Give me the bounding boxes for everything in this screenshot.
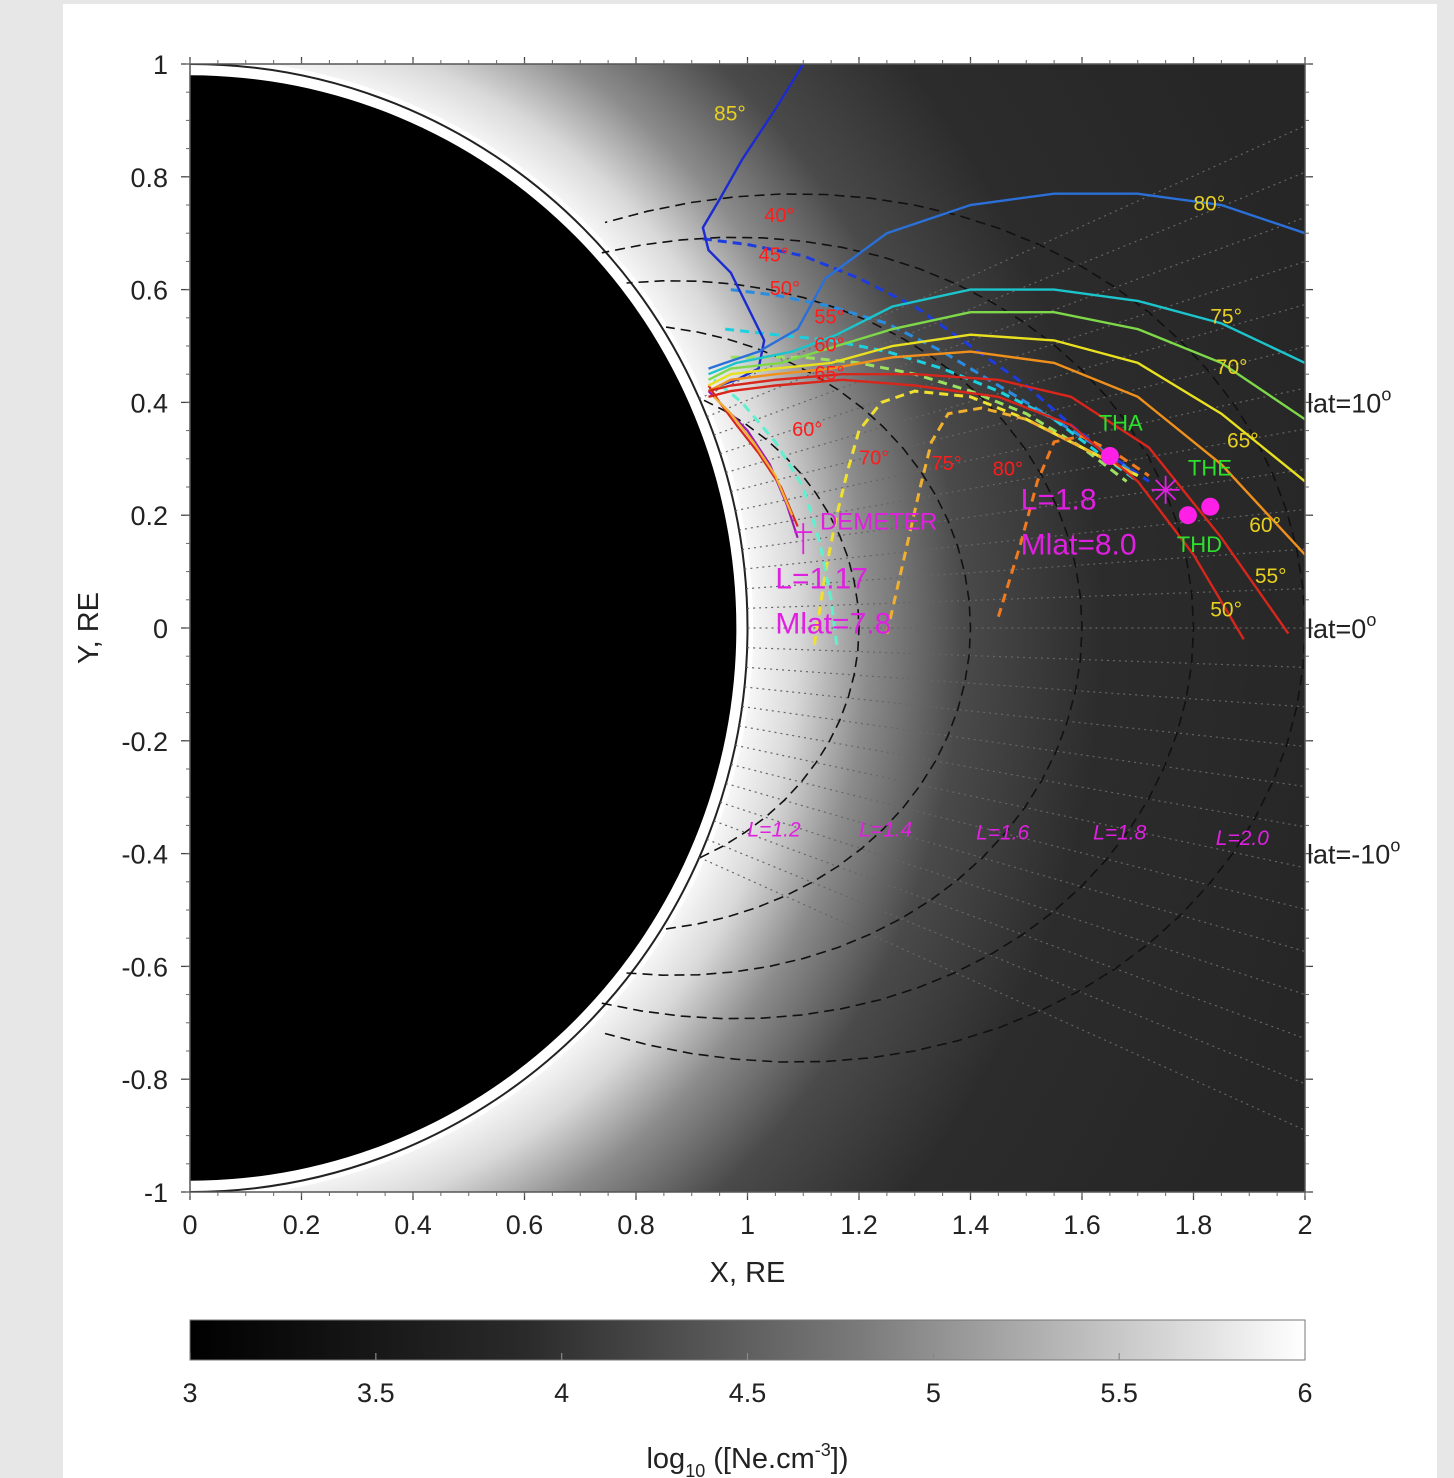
latitude-grid-line	[699, 125, 1305, 400]
l-shell-label: L=2.0	[1216, 827, 1269, 850]
l-shell-line	[601, 236, 1195, 1020]
colorbar-tick-label: 3.5	[357, 1378, 395, 1408]
x-tick-label: 0	[182, 1210, 197, 1240]
red-angle-label: 65°	[814, 363, 844, 385]
spacecraft-marker	[1201, 497, 1220, 516]
colorbar-label: log10 ([Ne.cm-3])	[646, 1440, 848, 1478]
latitude-label: lat=10o	[1307, 384, 1391, 418]
annotation-text: DEMETER	[820, 508, 937, 535]
x-tick-label: 0.2	[283, 1210, 321, 1240]
annotation-text: L=1.8	[1021, 484, 1097, 517]
y-tick-label: -1	[144, 1178, 168, 1208]
ray-angle-label: 80°	[1194, 193, 1226, 216]
l-shell-label: L=1.8	[1093, 822, 1146, 845]
dashed-ray-path	[885, 406, 1139, 634]
ray-angle-label: 85°	[714, 102, 746, 125]
dashed-ray-path	[730, 288, 1139, 477]
red-angle-label: 60°	[792, 419, 822, 441]
l-shell-label: L=1.4	[859, 819, 912, 842]
x-axis-label: X, RE	[710, 1257, 786, 1289]
red-angle-label: 55°	[814, 306, 844, 328]
ray-angle-label: 75°	[1210, 305, 1242, 328]
spacecraft-label: THA	[1099, 411, 1143, 436]
red-angle-label: 50°	[770, 278, 800, 300]
ray-path	[708, 192, 1305, 370]
ray-path	[707, 333, 1305, 483]
annotation-text: Mlat=7.8	[775, 608, 891, 641]
source-ray-line	[713, 396, 794, 516]
y-tick-label: 0.8	[130, 163, 168, 193]
annotation-text: Mlat=8.0	[1021, 529, 1137, 562]
y-tick-label: 0.6	[130, 276, 168, 306]
dashed-ray-path	[713, 378, 839, 646]
red-angle-label: 40°	[764, 205, 794, 227]
y-tick-label: 0.4	[130, 388, 168, 418]
l-shell-label: L=1.2	[748, 819, 801, 842]
x-tick-label: 1.8	[1175, 1210, 1213, 1240]
dashed-ray-path	[730, 355, 1128, 483]
spacecraft-label: THE	[1188, 456, 1232, 481]
colorbar-tick-label: 6	[1297, 1378, 1312, 1408]
spacecraft-label: THD	[1177, 532, 1222, 557]
density-map-chart: 85° 80° 75° 70° 65° 60° 55° 50° 40° 45° 50° 55° 60° 6…	[73, 50, 1400, 1478]
x-tick-label: 2	[1297, 1210, 1312, 1240]
latitude-label: lat=0o	[1307, 610, 1376, 644]
red-angle-label: 45°	[759, 244, 789, 266]
ray-path	[708, 288, 1305, 376]
x-tick-label: 0.4	[394, 1210, 432, 1240]
x-tick-label: 1.2	[840, 1210, 878, 1240]
y-tick-label: 0	[153, 614, 168, 644]
l-shell-line	[604, 193, 1305, 1063]
latitude-grid-line	[706, 838, 1305, 1085]
y-axis-label: Y, RE	[73, 592, 105, 664]
ray-angle-label: 65°	[1227, 430, 1259, 453]
x-tick-label: 0.8	[617, 1210, 655, 1240]
x-tick-label: 1.4	[952, 1210, 990, 1240]
colorbar-tick-label: 5.5	[1100, 1378, 1138, 1408]
dashed-ray-path	[996, 434, 1150, 618]
y-tick-label: -0.8	[121, 1065, 168, 1095]
y-tick-label: -0.4	[121, 840, 168, 870]
colorbar-tick-label: 5	[926, 1378, 941, 1408]
latitude-grid-line	[713, 820, 1305, 1040]
l-shell-line	[665, 326, 972, 930]
spacecraft-marker	[1100, 446, 1119, 465]
latitude-grid-line	[699, 856, 1305, 1131]
y-tick-label: -0.6	[121, 952, 168, 982]
ray-angle-label: 60°	[1249, 514, 1281, 537]
y-tick-label: 0.2	[130, 501, 168, 531]
figure-panel: 85° 80° 75° 70° 65° 60° 55° 50° 40° 45° 50° 55° 60° 6…	[63, 4, 1437, 1478]
latitude-grid-line	[713, 216, 1305, 436]
y-tick-label: -0.2	[121, 727, 168, 757]
ray-angle-label: 50°	[1210, 599, 1242, 622]
earth-disk	[190, 75, 737, 1181]
ray-path	[707, 350, 1305, 556]
spacecraft-marker	[1178, 506, 1197, 525]
colorbar-tick-label: 4	[554, 1378, 569, 1408]
x-tick-label: 1	[740, 1210, 755, 1240]
red-angle-label: 75°	[931, 453, 961, 475]
x-tick-label: 1.6	[1063, 1210, 1101, 1240]
plot-area: 85° 80° 75° 70° 65° 60° 55° 50° 40° 45° 50° 55° 60° 6…	[190, 64, 1305, 1192]
dashed-ray-path	[725, 327, 1139, 483]
ray-angle-label: 55°	[1255, 565, 1287, 588]
ray-path	[708, 378, 1245, 640]
colorbar-tick-label: 3	[182, 1378, 197, 1408]
ray-path	[707, 311, 1305, 421]
red-angle-label: 60°	[814, 335, 844, 357]
colorbar-tick-label: 4.5	[729, 1378, 767, 1408]
star-marker-line	[1155, 479, 1177, 501]
l-shell-label: L=1.6	[976, 822, 1029, 845]
latitude-label: lat=-10o	[1307, 836, 1400, 870]
red-angle-label: 70°	[859, 447, 889, 469]
latitude-grid-line	[720, 801, 1305, 996]
ray-angle-label: 70°	[1216, 356, 1248, 379]
dashed-ray-path	[702, 237, 1150, 483]
annotation-text: L=1.17	[775, 563, 868, 596]
red-angle-label: 80°	[993, 459, 1023, 481]
y-tick-label: 1	[153, 50, 168, 80]
x-tick-label: 0.6	[506, 1210, 544, 1240]
latitude-grid-line	[720, 260, 1305, 455]
ray-path	[708, 373, 1290, 635]
